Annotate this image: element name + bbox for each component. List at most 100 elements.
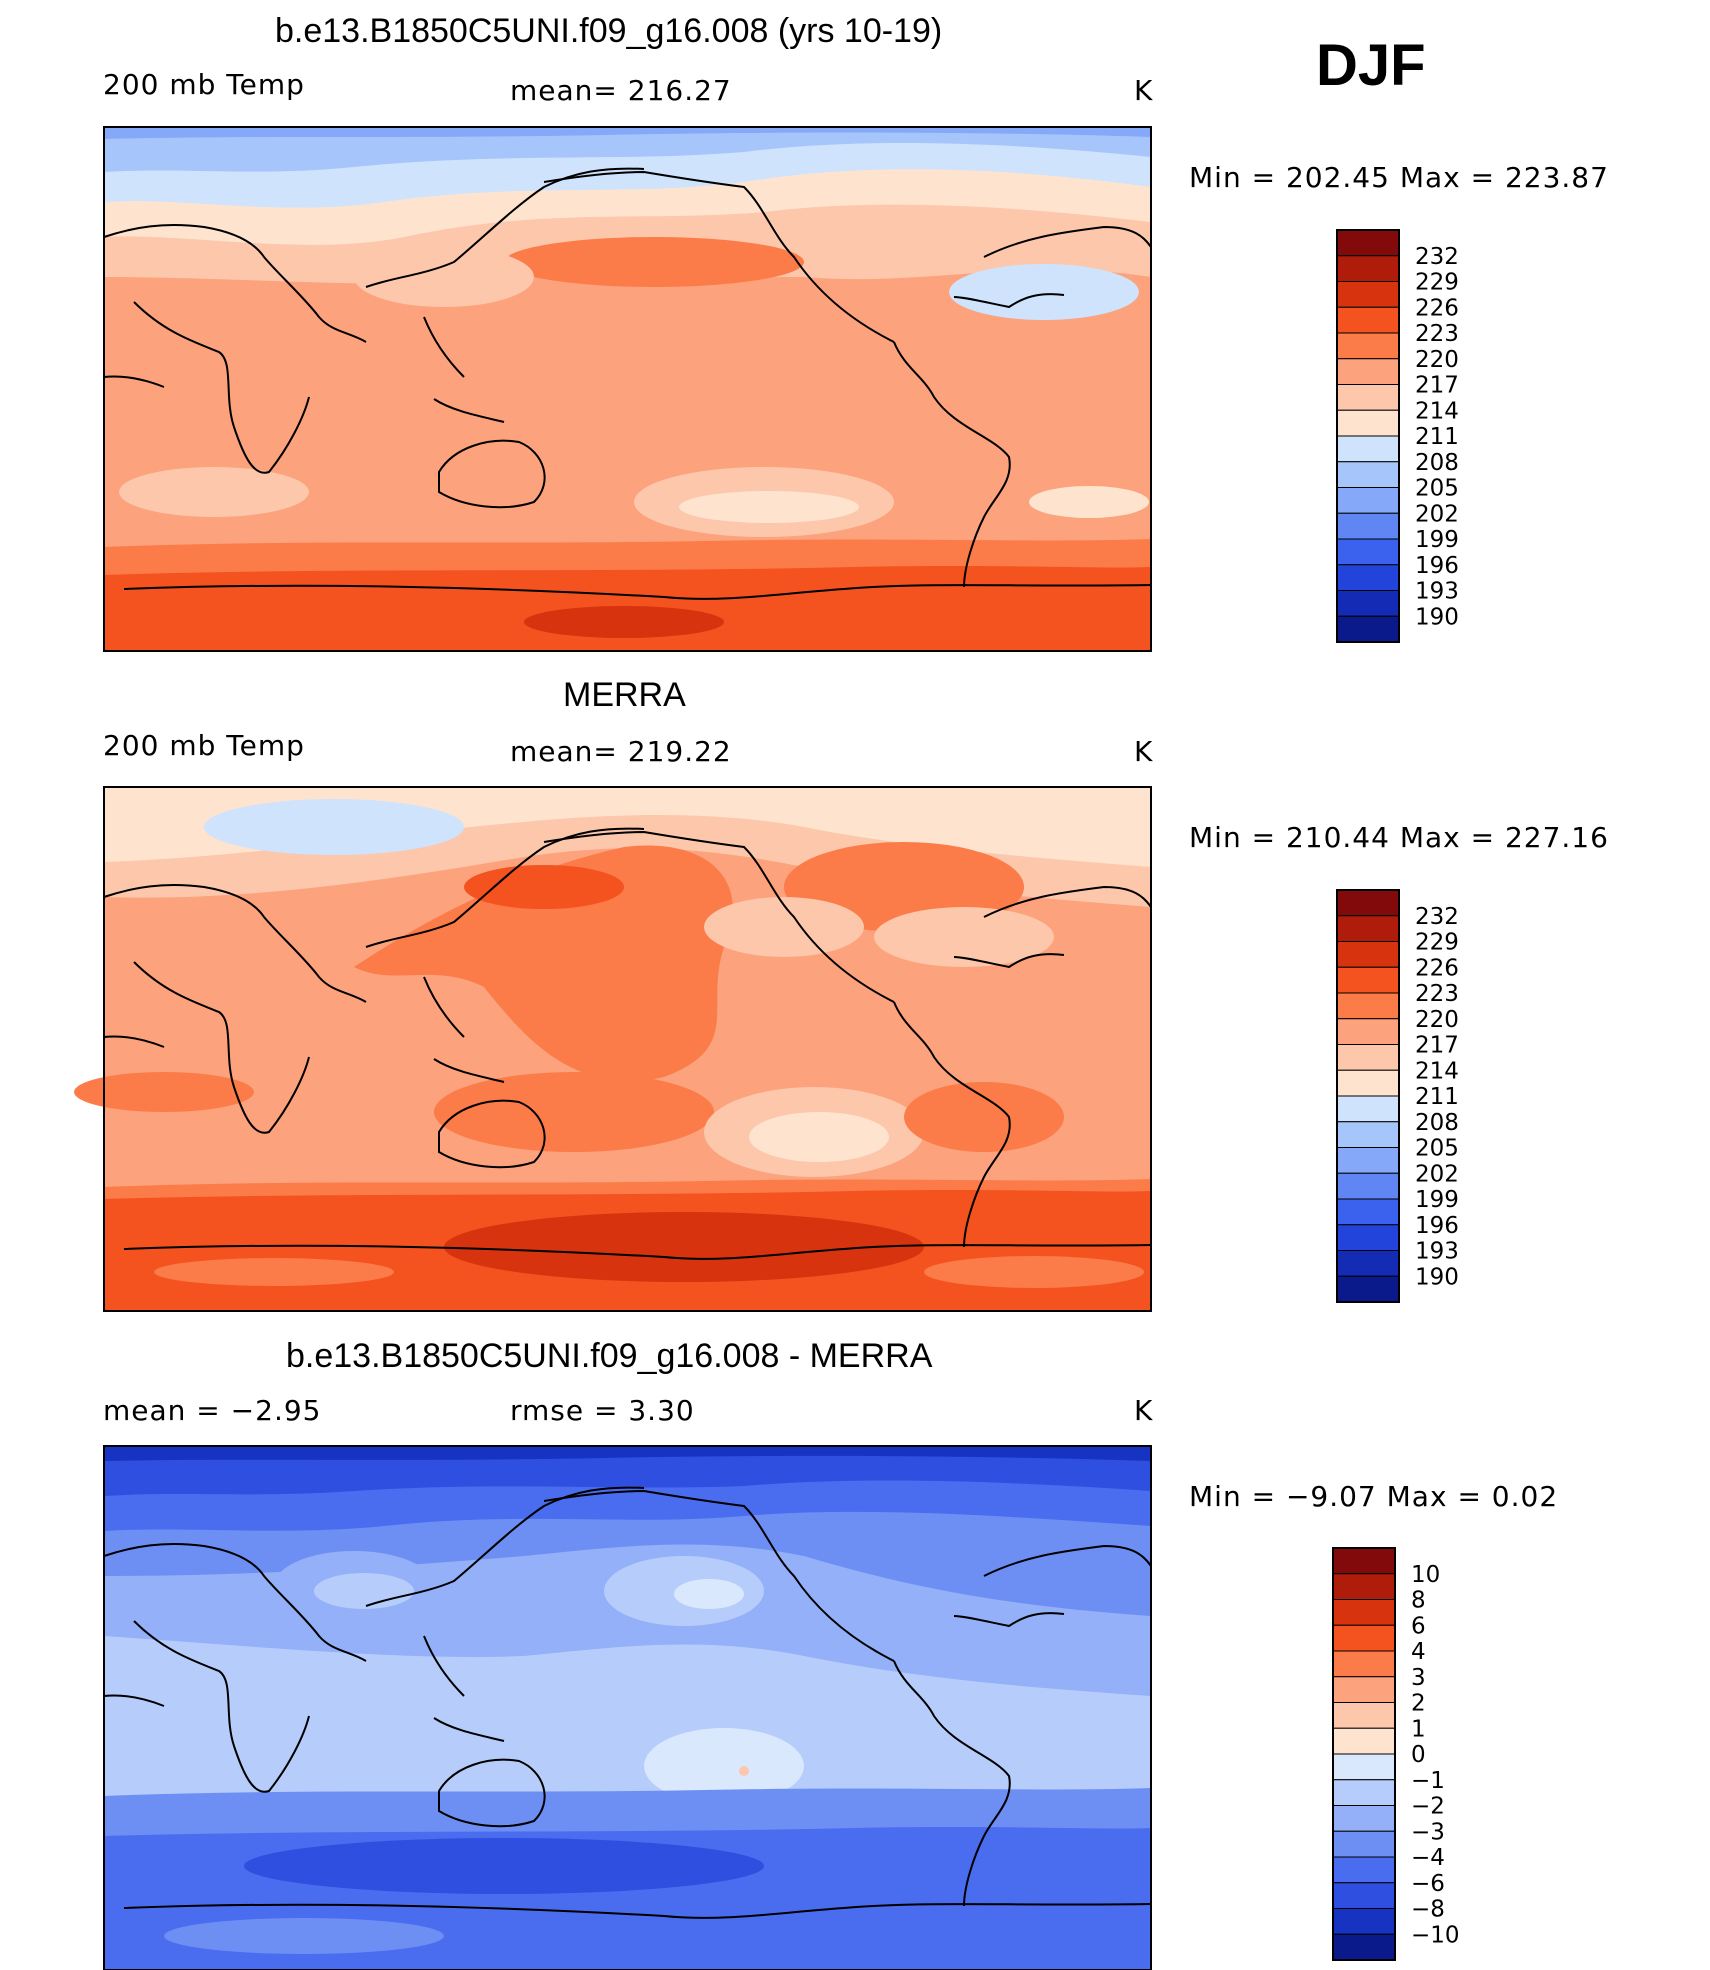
coastlines: [103, 1486, 1152, 1919]
panel-3-units-label: K: [1134, 1394, 1154, 1427]
colorbar-tick-label: −2: [1411, 1794, 1445, 1820]
colorbar-tick-label: −10: [1411, 1922, 1460, 1948]
colorbar-tick-label: 1: [1411, 1716, 1426, 1742]
colorbar-tick-label: 4: [1411, 1639, 1426, 1665]
blob: [704, 897, 864, 957]
colorbar-tick-label: 223: [1415, 321, 1459, 347]
colorbar-swatch: [1336, 255, 1400, 282]
blob: [314, 1573, 414, 1609]
colorbar-swatch: [1332, 1779, 1396, 1806]
panel-2-colorbar: 2322292262232202172142112082052021991961…: [1336, 889, 1459, 1303]
colorbar-swatch: [1336, 564, 1400, 591]
band: [104, 127, 1151, 172]
blob: [354, 247, 534, 307]
colorbar-tick-label: 199: [1415, 527, 1459, 553]
colorbar-tick-label: 2: [1411, 1691, 1426, 1717]
colorbar-swatch: [1336, 1069, 1400, 1097]
colorbar-tick-label: 211: [1415, 1084, 1459, 1110]
map-frame: [103, 1445, 1152, 1970]
panel-2-variable-label: 200 mb Temp: [103, 729, 305, 762]
band: [104, 127, 1151, 139]
blob: [949, 264, 1139, 320]
colorbar-tick-label: 217: [1415, 373, 1459, 399]
colorbar-tick-label: 220: [1415, 347, 1459, 373]
colorbar-swatch: [1336, 915, 1400, 942]
colorbar-tick-label: 229: [1415, 270, 1459, 296]
colorbar-tick-label: 6: [1411, 1613, 1426, 1639]
colorbar-swatch: [1336, 281, 1400, 308]
colorbar-tick-label: 232: [1415, 244, 1459, 270]
map-frame: [103, 786, 1152, 1312]
colorbar-tick-label: −6: [1411, 1871, 1445, 1897]
panel-3-mean-label: mean = −2.95: [103, 1394, 322, 1427]
band: [104, 1446, 1151, 1461]
colorbar-tick-label: 0: [1411, 1742, 1426, 1768]
colorbar-tick-label: 202: [1415, 1161, 1459, 1187]
panel-1-mean-label: mean= 216.27: [510, 74, 732, 107]
colorbar-swatch: [1332, 1933, 1396, 1961]
colorbar-swatch: [1336, 992, 1400, 1020]
panel-1-colorbar: 2322292262232202172142112082052021991961…: [1336, 229, 1459, 643]
blob: [1029, 486, 1149, 518]
coastlines: [103, 827, 1152, 1260]
colorbar-swatch: [1332, 1599, 1396, 1626]
panel-1-range-label: Min = 202.45 Max = 223.87: [1189, 161, 1609, 194]
panel-1-title: b.e13.B1850C5UNI.f09_g16.008 (yrs 10-19): [275, 12, 943, 50]
colorbar-swatch: [1336, 1250, 1400, 1277]
colorbar-swatch: [1336, 332, 1400, 360]
colorbar-tick-label: 232: [1415, 904, 1459, 930]
colorbar-tick-label: 223: [1415, 981, 1459, 1007]
colorbar-tick-label: 199: [1415, 1187, 1459, 1213]
blob: [74, 1072, 254, 1112]
colorbar-tick-label: −3: [1411, 1819, 1445, 1845]
colorbar-swatch: [1336, 590, 1400, 617]
colorbar-frame: [1332, 1547, 1396, 1961]
colorbar-tick-label: 214: [1415, 1058, 1459, 1084]
colorbar-swatch: [1332, 1830, 1396, 1858]
blob: [119, 467, 309, 517]
blob: [204, 799, 464, 855]
panel-2-title: MERRA: [563, 676, 686, 714]
colorbar-swatch: [1336, 512, 1400, 540]
panel-3-map: [103, 1445, 1152, 1970]
panel-3-title: b.e13.B1850C5UNI.f09_g16.008 - MERRA: [286, 1337, 933, 1375]
blob: [524, 606, 724, 638]
colorbar-swatch: [1336, 1018, 1400, 1045]
blob: [739, 1766, 749, 1776]
colorbar-swatch: [1332, 1727, 1396, 1755]
colorbar-tick-label: −1: [1411, 1768, 1445, 1794]
colorbar-swatch: [1336, 615, 1400, 643]
blob: [444, 1212, 924, 1282]
panel-2-mean-label: mean= 219.22: [510, 735, 732, 768]
panel-2-range-label: Min = 210.44 Max = 227.16: [1189, 821, 1609, 854]
colorbar-swatch: [1332, 1856, 1396, 1884]
colorbar-swatch: [1336, 941, 1400, 968]
panel-3-range-label: Min = −9.07 Max = 0.02: [1189, 1480, 1559, 1513]
colorbar-swatch: [1336, 1147, 1400, 1174]
colorbar-tick-label: 211: [1415, 424, 1459, 450]
blob: [644, 1728, 804, 1804]
colorbar-tick-label: 193: [1415, 579, 1459, 605]
colorbar-frame: [1336, 229, 1400, 643]
colorbar-swatch: [1336, 1121, 1400, 1148]
colorbar-swatch: [1332, 1573, 1396, 1600]
panel-1-variable-label: 200 mb Temp: [103, 68, 305, 101]
blob: [154, 1258, 394, 1286]
colorbar-tick-label: 208: [1415, 1110, 1459, 1136]
blob: [244, 1838, 764, 1894]
colorbar-swatch: [1332, 1624, 1396, 1652]
colorbar-swatch: [1336, 461, 1400, 488]
colorbar-swatch: [1336, 1172, 1400, 1200]
colorbar-swatch: [1332, 1882, 1396, 1909]
map-frame: [103, 126, 1152, 652]
colorbar-tick-label: 3: [1411, 1665, 1426, 1691]
blob: [354, 845, 733, 1081]
colorbar-tick-label: 190: [1415, 604, 1459, 630]
colorbar-tick-label: 202: [1415, 501, 1459, 527]
colorbar-frame: [1336, 889, 1400, 1303]
colorbar-swatch: [1332, 1753, 1396, 1781]
colorbar-tick-label: 205: [1415, 476, 1459, 502]
colorbar-swatch: [1336, 966, 1400, 994]
colorbar-swatch: [1336, 1198, 1400, 1226]
